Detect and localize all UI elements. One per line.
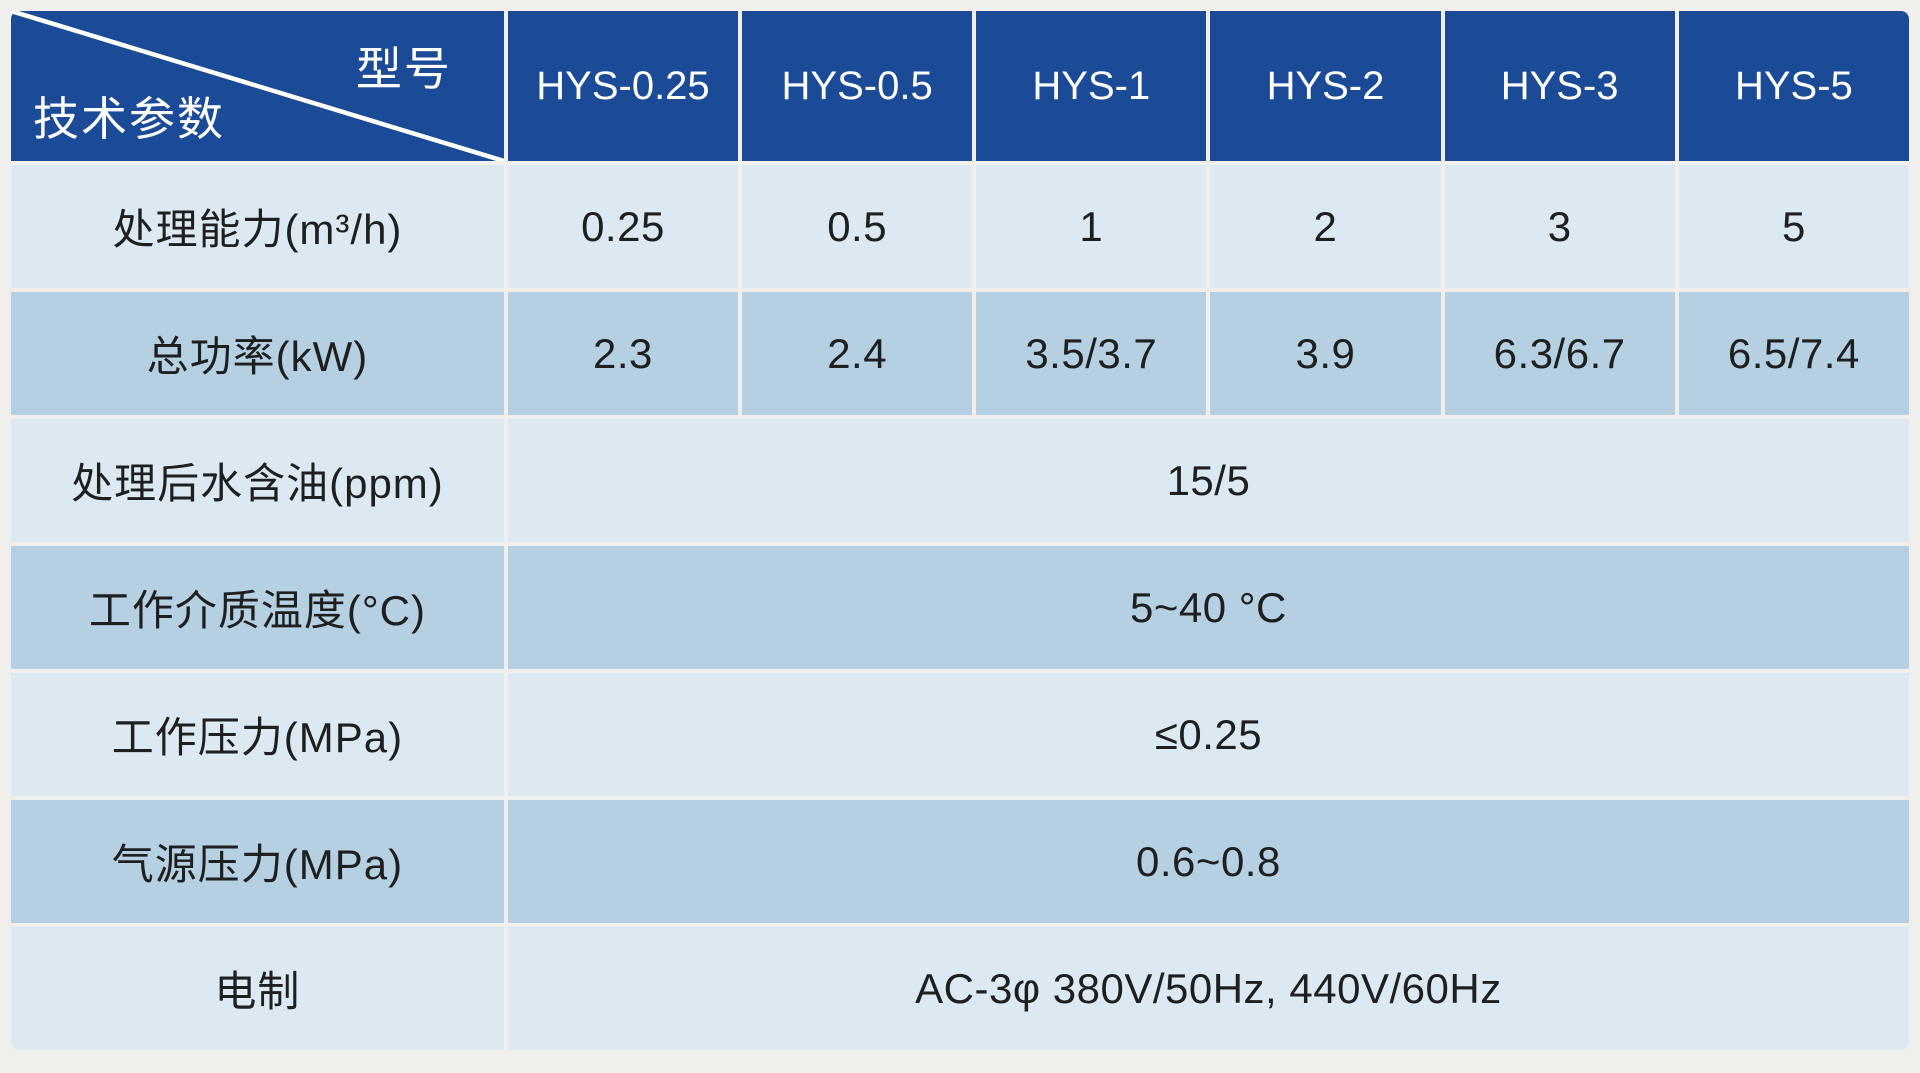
table-row-capacity: 处理能力(m³/h) 0.25 0.5 1 2 3 5 [11,165,1909,288]
cell-capacity-hys-2: 2 [1210,165,1441,288]
diagonal-divider-line [11,11,504,161]
row-label-total-power: 总功率(kW) [11,292,504,415]
table-row-air-supply-pressure: 气源压力(MPa) 0.6~0.8 [11,800,1909,923]
corner-model-label: 型号 [355,43,452,95]
row-label-working-pressure: 工作压力(MPa) [11,673,504,796]
table-row-medium-temperature: 工作介质温度(°C) 5~40 °C [11,546,1909,669]
column-header-hys-2: HYS-2 [1210,11,1441,161]
cell-electrical-system-merged: AC-3φ 380V/50Hz, 440V/60Hz [507,927,1909,1050]
cell-power-hys-3: 6.3/6.7 [1444,292,1675,415]
cell-power-hys-0-5: 2.4 [742,292,973,415]
column-header-hys-0-5: HYS-0.5 [742,11,973,161]
cell-capacity-hys-0-5: 0.5 [742,165,973,288]
cell-power-hys-0-25: 2.3 [507,292,739,415]
technical-parameters-table: 型号 技术参数 HYS-0.25 HYS-0.5 HYS-1 HYS-2 HYS… [7,7,1913,1054]
row-label-electrical-system: 电制 [11,927,504,1050]
cell-power-hys-5: 6.5/7.4 [1678,292,1909,415]
table-row-oil-content: 处理后水含油(ppm) 15/5 [11,419,1909,542]
column-header-hys-5: HYS-5 [1678,11,1909,161]
row-label-medium-temperature: 工作介质温度(°C) [11,546,504,669]
table-body: 处理能力(m³/h) 0.25 0.5 1 2 3 5 总功率(kW) 2.3 … [11,165,1909,1050]
table-header: 型号 技术参数 HYS-0.25 HYS-0.5 HYS-1 HYS-2 HYS… [11,11,1909,161]
cell-power-hys-1: 3.5/3.7 [976,292,1207,415]
cell-power-hys-2: 3.9 [1210,292,1441,415]
table-row-electrical-system: 电制 AC-3φ 380V/50Hz, 440V/60Hz [11,927,1909,1050]
row-label-air-supply-pressure: 气源压力(MPa) [11,800,504,923]
cell-air-supply-pressure-merged: 0.6~0.8 [507,800,1909,923]
cell-oil-content-merged: 15/5 [507,419,1909,542]
row-label-capacity: 处理能力(m³/h) [11,165,504,288]
table-row-total-power: 总功率(kW) 2.3 2.4 3.5/3.7 3.9 6.3/6.7 6.5/… [11,292,1909,415]
column-header-hys-0-25: HYS-0.25 [507,11,739,161]
corner-params-label: 技术参数 [33,93,225,145]
column-header-hys-1: HYS-1 [976,11,1207,161]
table-row-working-pressure: 工作压力(MPa) ≤0.25 [11,673,1909,796]
corner-header-cell: 型号 技术参数 [11,11,504,161]
cell-medium-temperature-merged: 5~40 °C [507,546,1909,669]
column-header-hys-3: HYS-3 [1444,11,1675,161]
cell-capacity-hys-1: 1 [976,165,1207,288]
cell-capacity-hys-5: 5 [1678,165,1909,288]
header-row: 型号 技术参数 HYS-0.25 HYS-0.5 HYS-1 HYS-2 HYS… [11,11,1909,161]
cell-capacity-hys-0-25: 0.25 [507,165,739,288]
row-label-oil-content: 处理后水含油(ppm) [11,419,504,542]
cell-working-pressure-merged: ≤0.25 [507,673,1909,796]
cell-capacity-hys-3: 3 [1444,165,1675,288]
